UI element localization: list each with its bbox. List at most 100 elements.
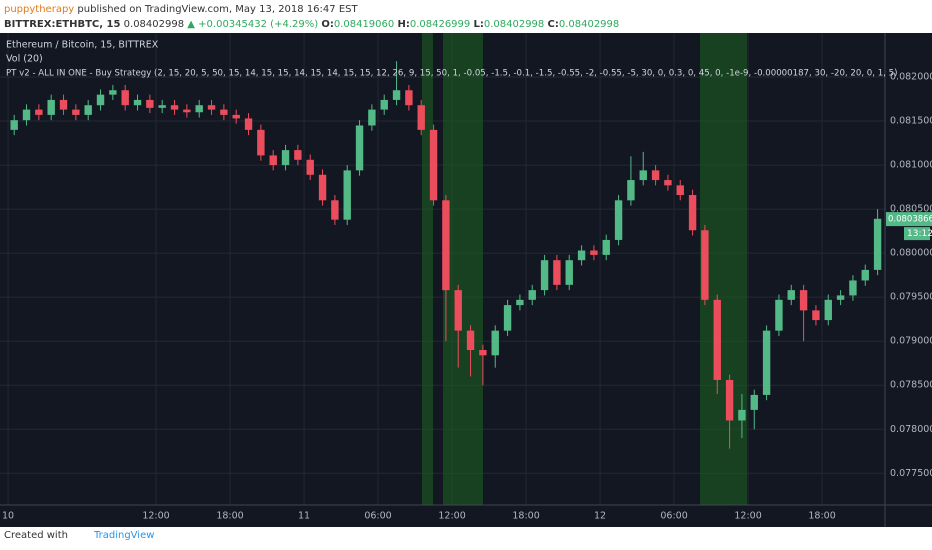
header-line: puppytherapy published on TradingView.co… [4, 2, 619, 17]
author[interactable]: puppytherapy [4, 4, 75, 15]
candle-body [627, 180, 635, 201]
change: ▲ +0.00345432 (+4.29%) [187, 19, 319, 30]
y-tick-label: 0.08100000 [890, 160, 932, 171]
candle-body [454, 290, 462, 331]
y-tick-label: 0.08200000 [890, 72, 932, 83]
candle-body [22, 109, 31, 121]
high: 0.08426999 [409, 19, 471, 30]
candle-body [35, 109, 43, 115]
candle-body [861, 269, 869, 281]
x-tick-label: 18:00 [512, 511, 539, 522]
candle-body [331, 200, 339, 220]
indicator: Vol (20) [6, 54, 43, 65]
candle-body [812, 310, 820, 321]
candle-body [72, 109, 80, 115]
chart-title: Ethereum / Bitcoin, 15, BITTREX [6, 40, 159, 51]
x-tick-label: 12:00 [438, 511, 465, 522]
candle-body [47, 99, 55, 115]
candle-body [281, 150, 290, 166]
candle-body [269, 155, 277, 166]
open: 0.08419060 [333, 19, 395, 30]
candle-body [368, 109, 376, 126]
candle-body [59, 99, 68, 110]
candle-body [405, 90, 413, 106]
candle-body [158, 105, 166, 108]
chart: 0.07750000 0.07800000 0.07850000 0.07900000… [0, 33, 932, 527]
candle-body [824, 299, 832, 321]
x-tick-label: 12 [594, 511, 606, 522]
candle-body [762, 330, 771, 395]
candle-body [775, 299, 783, 331]
candle-body [651, 170, 660, 181]
x-tick-label: 12:00 [734, 511, 761, 522]
last-price-label: 0.08038660 [888, 215, 932, 225]
candle-body [355, 125, 364, 171]
candle-body [220, 109, 228, 115]
candle-body [565, 260, 573, 285]
low: 0.08402998 [483, 19, 545, 30]
y-tick-label: 0.07950000 [890, 292, 932, 303]
quote-line: BITTREX:ETHBTC, 15 0.08402998 ▲ +0.00345… [4, 17, 619, 32]
candle-body [639, 170, 647, 181]
header: puppytherapy published on TradingView.co… [4, 2, 619, 32]
candle-body [713, 299, 721, 380]
candle-body [516, 299, 524, 306]
candle-body [207, 105, 216, 110]
candle-body [614, 200, 623, 240]
candle-body [318, 174, 327, 201]
y-tick-label: 0.07800000 [890, 424, 932, 435]
candle-body [121, 90, 129, 106]
candle-body [836, 295, 845, 300]
indicator: PT v2 - ALL IN ONE - Buy Strategy (2, 15… [6, 69, 897, 79]
candle-body [294, 150, 302, 160]
h-label: H: [397, 19, 410, 30]
y-tick-label: 0.07900000 [890, 336, 932, 347]
x-tick-label: 18:00 [808, 511, 835, 522]
published: published on TradingView.com, May 13, 20… [77, 4, 358, 15]
o-label: O: [321, 19, 334, 30]
candle-body [146, 99, 154, 108]
candle-body [787, 290, 795, 300]
candle-body [343, 170, 351, 220]
y-tick-label: 0.08050000 [890, 204, 932, 215]
candle-body [306, 159, 314, 175]
candle-body [873, 218, 882, 270]
c-label: C: [547, 19, 559, 30]
countdown: 13:12 [907, 229, 932, 239]
candle-body [849, 280, 857, 296]
x-tick-label: 12:00 [142, 511, 169, 522]
brand[interactable]: TradingView [93, 530, 155, 541]
candle-body [688, 195, 697, 231]
candle-body [109, 90, 117, 95]
candle-body [676, 185, 684, 196]
candle-body [244, 118, 253, 130]
candle-body [133, 99, 142, 106]
candle-body [257, 129, 265, 156]
candle-body [183, 109, 191, 113]
candle-body [725, 379, 734, 421]
candle-body [442, 200, 450, 291]
candle-body [84, 105, 92, 115]
candle-body [553, 260, 561, 285]
candle-body [429, 129, 438, 201]
candle-body [590, 250, 598, 255]
x-tick-label: 11 [298, 511, 310, 522]
candle-body [738, 409, 746, 421]
y-tick-label: 0.08150000 [890, 116, 932, 127]
candle-body [380, 99, 388, 110]
candle-body [491, 330, 499, 356]
x-tick-label: 06:00 [364, 511, 391, 522]
candle-body [799, 290, 808, 311]
last-price-tag [886, 212, 932, 227]
last: 0.08402998 [123, 19, 185, 30]
candle-body [466, 330, 475, 351]
close: 0.08402998 [558, 19, 620, 30]
y-tick-label: 0.07850000 [890, 380, 932, 391]
created: Created with [4, 530, 68, 541]
x-tick-label: 18:00 [216, 511, 243, 522]
y-tick-label: 0.07750000 [890, 468, 932, 479]
candle-body [540, 260, 549, 291]
signal-zone [422, 33, 433, 505]
y-tick-label: 0.08000000 [890, 248, 932, 259]
